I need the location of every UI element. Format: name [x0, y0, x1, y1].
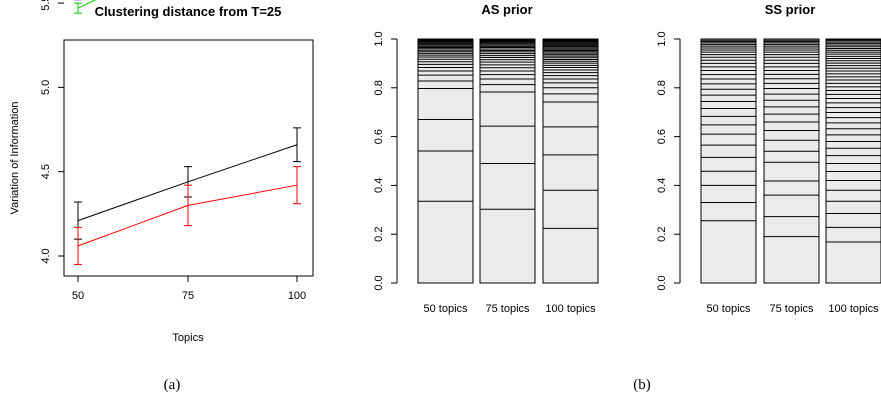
category-label: 50 topics: [706, 303, 751, 315]
y-tick-label: 0.8: [656, 80, 668, 95]
ss-prior-bars: 0.0 0.2 0.4 0.6 0.8 1.0 50 topics 75 topics 100 …: [656, 31, 881, 315]
ss-prior-title: SS prior: [765, 2, 816, 17]
stacked-bar-0: [417, 38, 474, 284]
series-line-1: [74, 0, 97, 14]
category-label: 75 topics: [769, 303, 814, 315]
bar-rect: [825, 38, 881, 284]
stacked-bar-1: [479, 38, 536, 284]
as-prior-title: AS prior: [481, 2, 532, 17]
stacked-bar-chart-ss-prior: SS prior 0.0 0.2 0.4 0.6 0.8 1.0 50 topics 75 t…: [656, 2, 881, 315]
y-tick-label: 0.4: [373, 178, 385, 193]
stacked-bar-0: [700, 38, 757, 284]
y-tick-label: 0.6: [656, 129, 668, 144]
y-tick-label: 5.0: [40, 80, 52, 95]
line-chart-clustering-distance: Clustering distance from T=25 Topics Var…: [9, 0, 314, 393]
y-tick-label: 0.0: [656, 275, 668, 290]
y-tick-label: 0.2: [373, 227, 385, 242]
bar-rect: [700, 38, 757, 284]
x-tick-label: 100: [288, 290, 306, 302]
bar-rect: [542, 38, 599, 284]
category-label: 50 topics: [423, 303, 468, 315]
y-tick-label: 4.0: [40, 248, 52, 263]
y-tick-label: 0.4: [656, 178, 668, 193]
y-tick-label: 5.5: [40, 0, 52, 11]
caption-a: (a): [164, 377, 181, 393]
bar-rect: [763, 38, 820, 284]
y-tick-label: 1.0: [373, 31, 385, 46]
y-tick-label: 0.2: [656, 227, 668, 242]
as-prior-bars: 0.0 0.2 0.4 0.6 0.8 1.0 50 topics 75 topics 100 …: [373, 31, 599, 315]
category-label: 100 topics: [545, 303, 596, 315]
line-chart-title: Clustering distance from T=25: [95, 4, 282, 19]
stacked-bar-2: [825, 38, 881, 284]
x-tick-label: 50: [72, 290, 84, 302]
y-tick-label: 0.6: [373, 129, 385, 144]
y-tick-label: 0.8: [373, 80, 385, 95]
y-tick-label: 0.0: [373, 275, 385, 290]
line-chart-plot-frame: [63, 39, 314, 277]
line-chart-y-axis-label: Variation of Information: [9, 102, 21, 215]
caption-b: (b): [633, 377, 651, 393]
line-chart-x-axis-label: Topics: [172, 332, 204, 344]
category-label: 75 topics: [485, 303, 530, 315]
bar-rect: [479, 38, 536, 284]
line-chart-series: [74, 0, 301, 265]
series-line-3: [74, 166, 301, 265]
bar-rect: [417, 38, 474, 284]
y-tick-label: 4.5: [40, 164, 52, 179]
y-tick-label: 1.0: [656, 31, 668, 46]
stacked-bar-1: [763, 38, 820, 284]
stacked-bar-2: [542, 38, 599, 284]
x-tick-label: 75: [182, 290, 194, 302]
category-label: 100 topics: [828, 303, 879, 315]
stacked-bar-chart-as-prior: AS prior 0.0 0.2 0.4 0.6 0.8 1.0 50 topics 75 t…: [373, 2, 599, 315]
